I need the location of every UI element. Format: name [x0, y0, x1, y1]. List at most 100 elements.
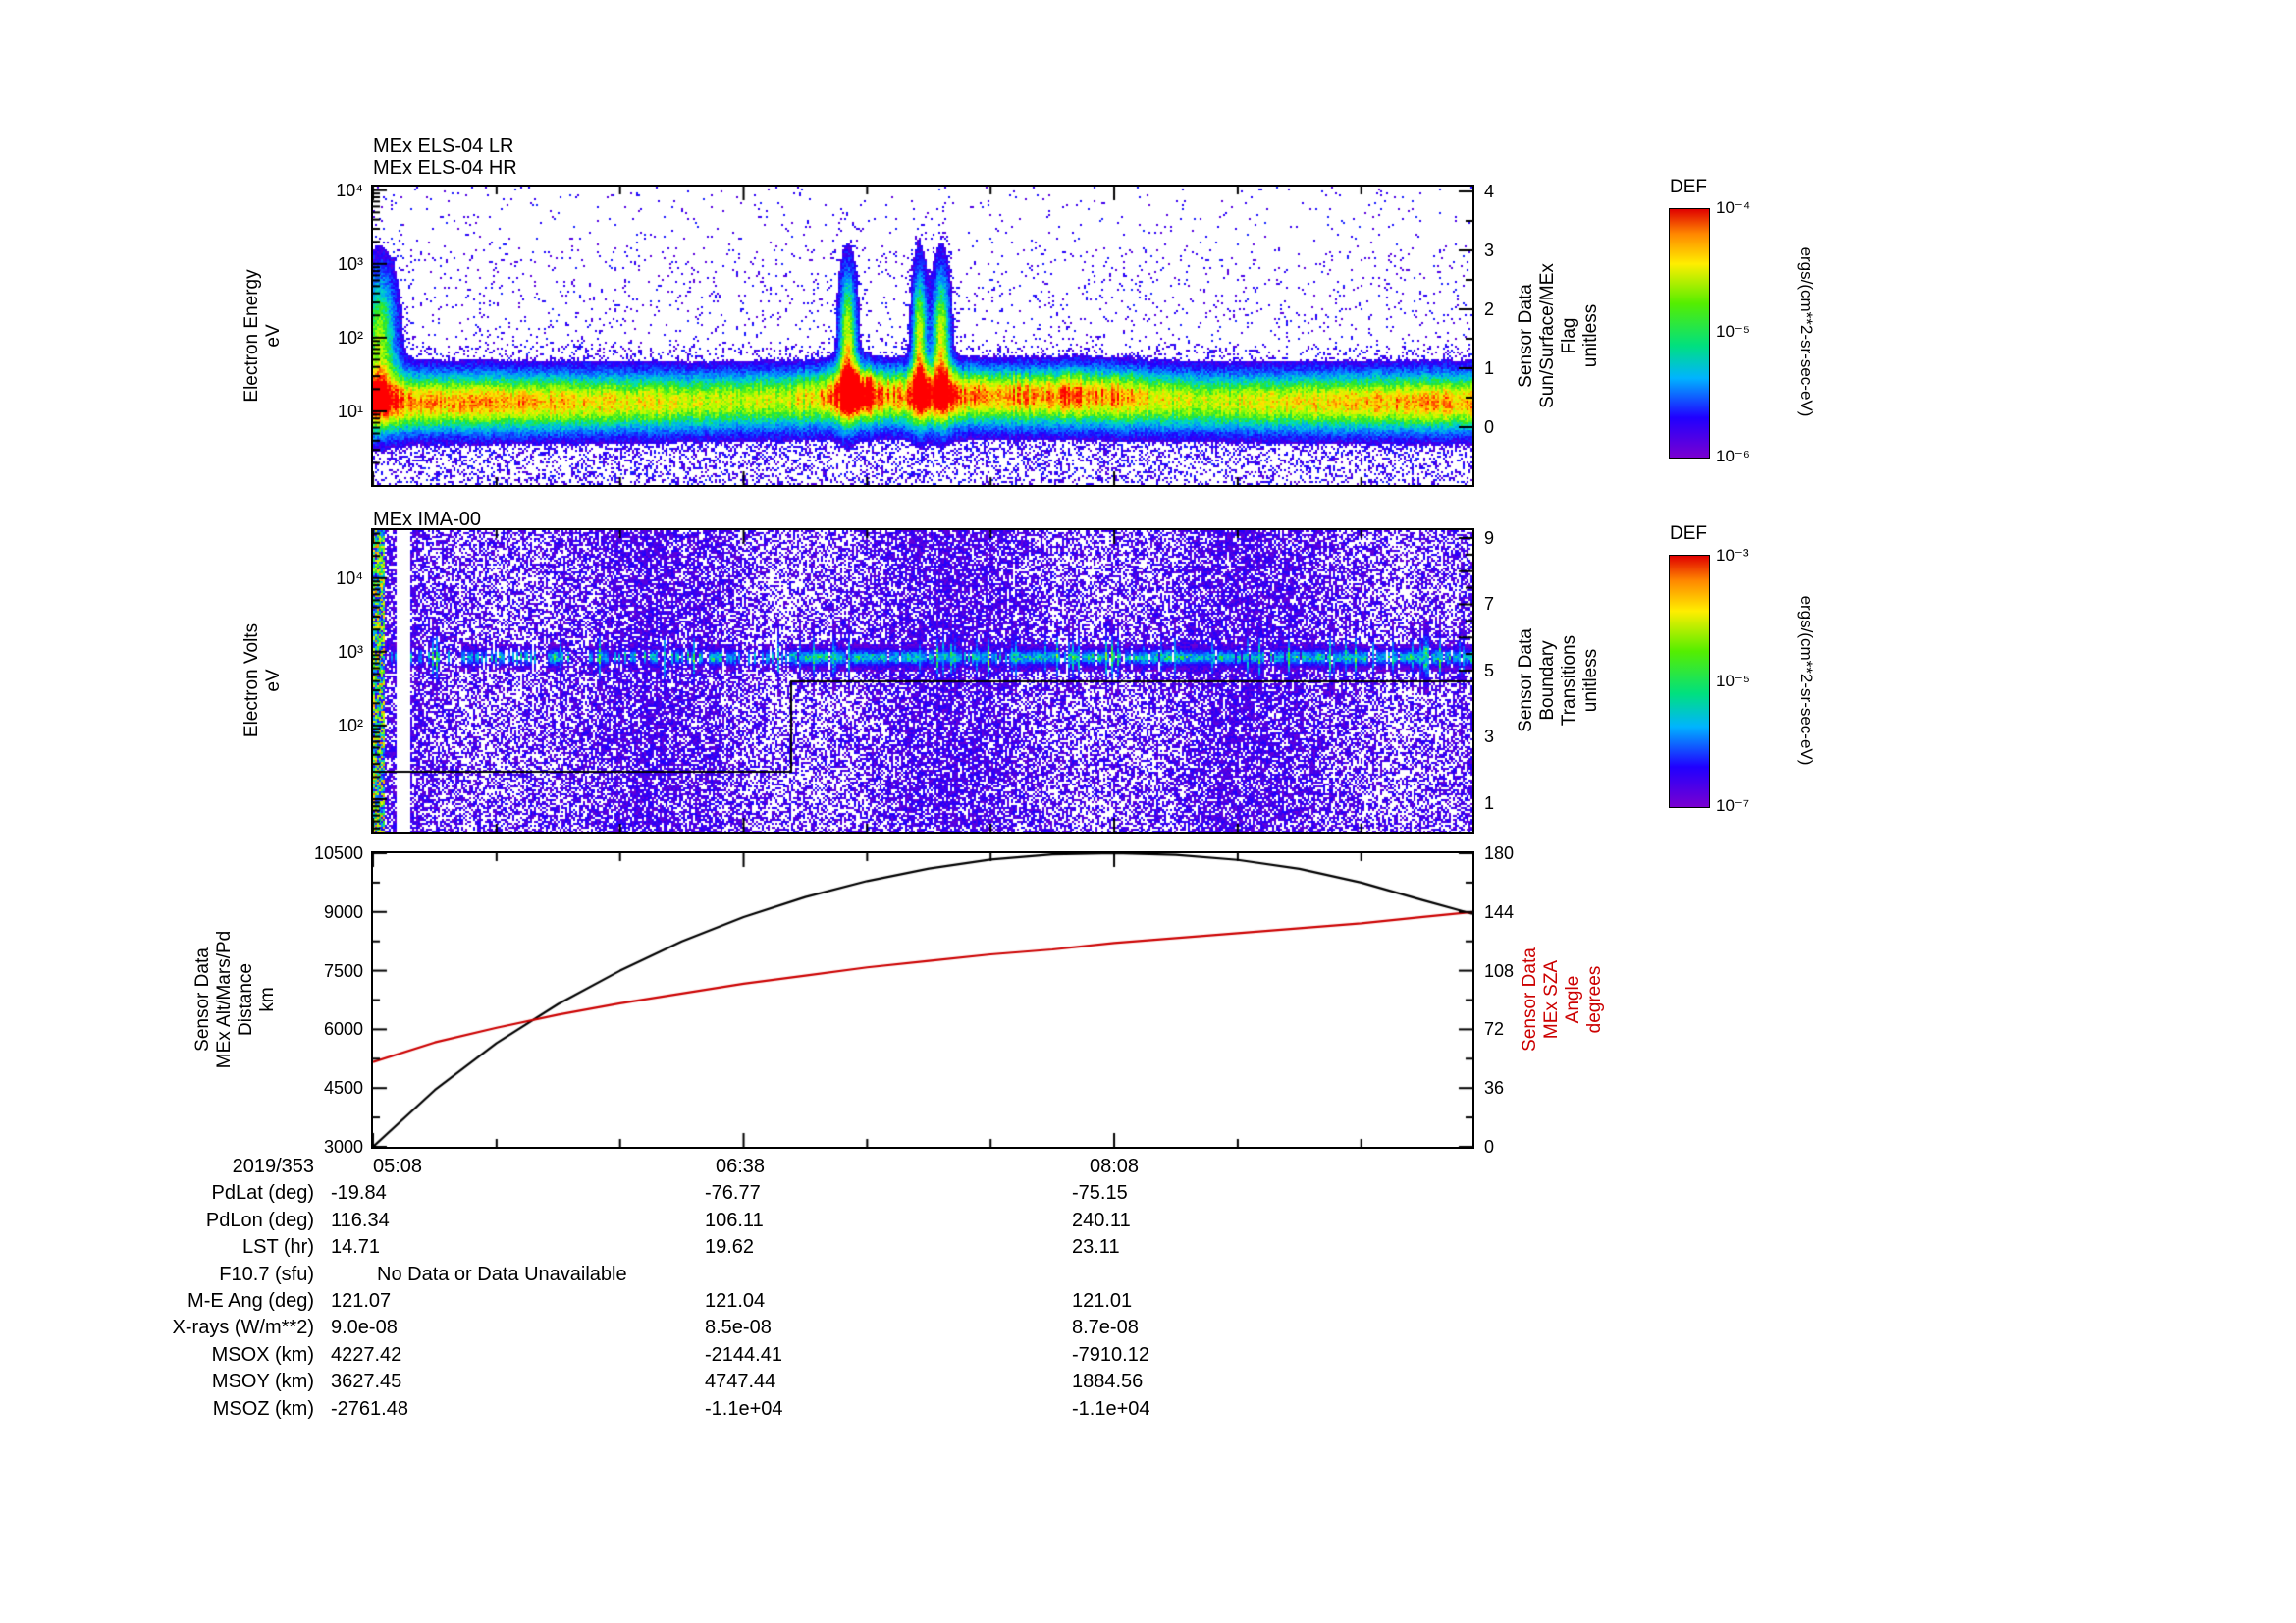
- cell-value: 4747.44: [705, 1371, 776, 1393]
- colorbar1-tick-top: 10⁻⁴: [1716, 198, 1751, 217]
- colorbar1-gradient: [1669, 208, 1710, 459]
- time-tick-3: 08:08: [1090, 1156, 1140, 1177]
- orbit-ytick-10500: 10500: [313, 843, 363, 863]
- ima-ylabel-line1: Electron Volts: [241, 622, 262, 738]
- orbit-right-label: Sensor Data MEx SZA Angle degrees: [1520, 947, 1606, 1052]
- ima-rtick-7: 7: [1484, 594, 1495, 614]
- cell-value: -2144.41: [705, 1343, 782, 1366]
- els-ytick-1e2: 10²: [337, 328, 363, 348]
- els-ylabel: Electron Energy eV: [241, 269, 285, 402]
- els-right-label-line3: Flag: [1559, 317, 1579, 354]
- ima-rtick-5: 5: [1484, 661, 1495, 680]
- cell-value: -2761.48: [331, 1397, 408, 1420]
- cell-value: 121.04: [705, 1289, 766, 1312]
- cell-value: -19.84: [331, 1182, 387, 1205]
- time-tick-2: 06:38: [716, 1156, 766, 1177]
- ima-spectrogram-panel: [371, 528, 1474, 834]
- cell-value: 4227.42: [331, 1343, 402, 1366]
- cell-value: -7910.12: [1072, 1343, 1149, 1366]
- cell-value: 14.71: [331, 1236, 381, 1259]
- variable-table: 2019/353 05:08 06:38 08:08 PdLat (deg) -…: [0, 1155, 2296, 1424]
- ima-right-label-line1: Sensor Data: [1516, 628, 1536, 732]
- table-row-pdlon: PdLon (deg) 116.34 106.11 240.11: [0, 1209, 2296, 1235]
- orbit-right-label-line2: MEx SZA: [1541, 959, 1562, 1040]
- ima-right-label: Sensor Data Boundary Transitions unitles…: [1516, 628, 1602, 732]
- ima-right-label-line4: unitless: [1580, 648, 1601, 713]
- els-ytick-1e1: 10¹: [337, 402, 363, 421]
- ima-ytick-1e4: 10⁴: [336, 568, 363, 588]
- els-rtick-1: 1: [1484, 358, 1495, 378]
- table-row-msox: MSOX (km) 4227.42 -2144.41 -7910.12: [0, 1343, 2296, 1370]
- row-label: X-rays (W/m**2): [172, 1317, 314, 1339]
- colorbar2-unit-label: ergs/(cm**2-sr-sec-eV): [1797, 595, 1816, 766]
- row-label: MSOY (km): [211, 1371, 314, 1393]
- table-row-xrays: X-rays (W/m**2) 9.0e-08 8.5e-08 8.7e-08: [0, 1316, 2296, 1342]
- row-label: PdLat (deg): [211, 1182, 314, 1205]
- els-right-label-line2: Sun/Surface/MEx: [1537, 263, 1558, 408]
- table-row-lst: LST (hr) 14.71 19.62 23.11: [0, 1235, 2296, 1262]
- row-label: MSOZ (km): [212, 1397, 314, 1420]
- ima-right-label-line2: Boundary: [1537, 640, 1558, 721]
- row-label: MSOX (km): [211, 1343, 314, 1366]
- orbit-ylabel-line1: Sensor Data: [192, 947, 213, 1052]
- cell-value: 8.7e-08: [1072, 1317, 1139, 1339]
- table-row-msoy: MSOY (km) 3627.45 4747.44 1884.56: [0, 1370, 2296, 1396]
- els-rtick-2: 2: [1484, 299, 1495, 319]
- orbit-rtick-180: 180: [1484, 843, 1515, 863]
- cell-value: 116.34: [331, 1209, 390, 1231]
- colorbar2-gradient: [1669, 555, 1710, 808]
- orbit-ytick-9000: 9000: [323, 902, 363, 922]
- table-row-f107: F10.7 (sfu) No Data or Data Unavailable: [0, 1263, 2296, 1289]
- table-row-date-time: 2019/353 05:08 06:38 08:08: [0, 1155, 2296, 1181]
- colorbar1-tick-mid: 10⁻⁵: [1716, 322, 1750, 341]
- els-title-line1: MEx ELS-04 LR: [373, 135, 514, 157]
- els-spectrogram-canvas: [373, 187, 1472, 485]
- cell-value: 106.11: [705, 1209, 764, 1231]
- cell-value: 23.11: [1072, 1236, 1120, 1259]
- ima-right-label-line3: Transitions: [1559, 634, 1579, 727]
- ima-rtick-3: 3: [1484, 727, 1495, 746]
- orbit-right-label-line4: degrees: [1584, 965, 1605, 1034]
- cell-value: 9.0e-08: [331, 1317, 398, 1339]
- colorbar2-tick-top: 10⁻³: [1716, 546, 1749, 565]
- colorbar1-tick-bottom: 10⁻⁶: [1716, 447, 1750, 465]
- no-data-message: No Data or Data Unavailable: [377, 1263, 627, 1285]
- orbit-line-panel: [371, 851, 1474, 1149]
- row-label: PdLon (deg): [205, 1209, 314, 1231]
- ima-ylabel: Electron Volts eV: [241, 623, 285, 737]
- cell-value: 8.5e-08: [705, 1317, 772, 1339]
- orbit-ylabel-line3: Distance: [236, 963, 256, 1036]
- ima-ylabel-line2: eV: [263, 669, 284, 692]
- orbit-ylabel: Sensor Data MEx Alt/Mars/Pd Distance km: [192, 931, 279, 1068]
- els-right-label: Sensor Data Sun/Surface/MEx Flag unitles…: [1516, 263, 1602, 408]
- ima-ytick-1e2: 10²: [337, 716, 363, 735]
- row-label: M-E Ang (deg): [187, 1289, 314, 1312]
- ima-ytick-1e3: 10³: [337, 642, 363, 662]
- orbit-line-canvas: [373, 853, 1472, 1147]
- els-right-label-line1: Sensor Data: [1516, 284, 1536, 388]
- colorbar1-title: DEF: [1670, 177, 1707, 197]
- orbit-ylabel-line2: MEx Alt/Mars/Pd: [214, 930, 235, 1069]
- colorbar2-title: DEF: [1670, 523, 1707, 544]
- orbit-ytick-4500: 4500: [323, 1078, 363, 1098]
- cell-value: -1.1e+04: [705, 1397, 783, 1420]
- table-row-meang: M-E Ang (deg) 121.07 121.04 121.01: [0, 1289, 2296, 1316]
- orbit-ylabel-line4: km: [257, 987, 278, 1012]
- colorbar2-tick-mid: 10⁻⁵: [1716, 672, 1750, 690]
- orbit-right-label-line3: Angle: [1563, 975, 1583, 1024]
- els-ytick-1e4: 10⁴: [336, 181, 363, 200]
- orbit-rtick-108: 108: [1484, 961, 1515, 981]
- ima-spectrogram-canvas: [373, 530, 1472, 832]
- colorbar1-unit-label: ergs/(cm**2-sr-sec-eV): [1797, 246, 1816, 417]
- table-row-pdlat: PdLat (deg) -19.84 -76.77 -75.15: [0, 1181, 2296, 1208]
- els-right-label-line4: unitless: [1580, 303, 1601, 368]
- cell-value: -76.77: [705, 1182, 761, 1205]
- ima-title: MEx IMA-00: [373, 509, 482, 530]
- ima-rtick-1: 1: [1484, 793, 1495, 813]
- row-label: 2019/353: [232, 1156, 314, 1177]
- orbit-rtick-72: 72: [1484, 1019, 1505, 1039]
- els-spectrogram-panel: [371, 185, 1474, 487]
- ima-rtick-9: 9: [1484, 528, 1495, 548]
- orbit-rtick-36: 36: [1484, 1078, 1505, 1098]
